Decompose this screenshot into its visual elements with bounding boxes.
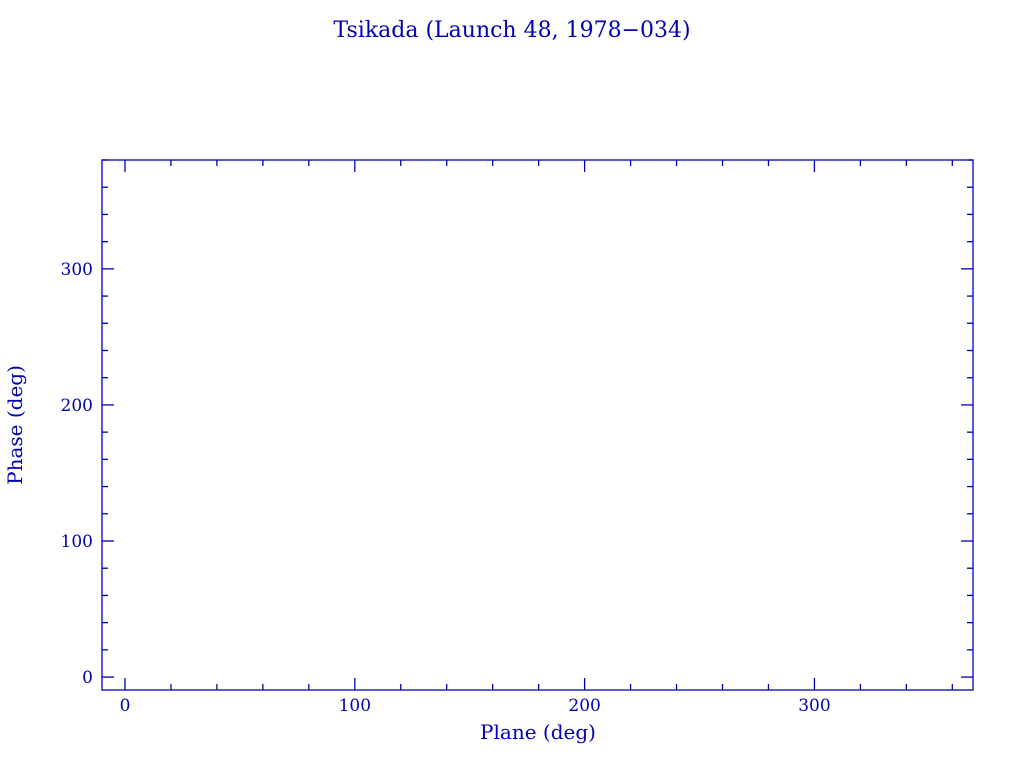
x-tick-label: 300 [798,696,830,716]
tick-labels: 0 100 200 300 0 100 200 300 [61,260,831,716]
axis-ticks [102,159,973,690]
y-tick-label: 200 [61,396,93,416]
y-axis-label: Phase (deg) [3,365,27,485]
x-axis-label: Plane (deg) [480,720,596,744]
y-tick-label: 100 [61,532,93,552]
y-tick-label: 300 [61,260,93,280]
plot-frame [101,159,974,691]
x-tick-label: 0 [120,696,131,716]
y-tick-label: 0 [82,668,93,688]
chart-title: Tsikada (Launch 48, 1978−034) [333,18,690,43]
x-tick-label: 200 [568,696,600,716]
x-tick-label: 100 [339,696,371,716]
